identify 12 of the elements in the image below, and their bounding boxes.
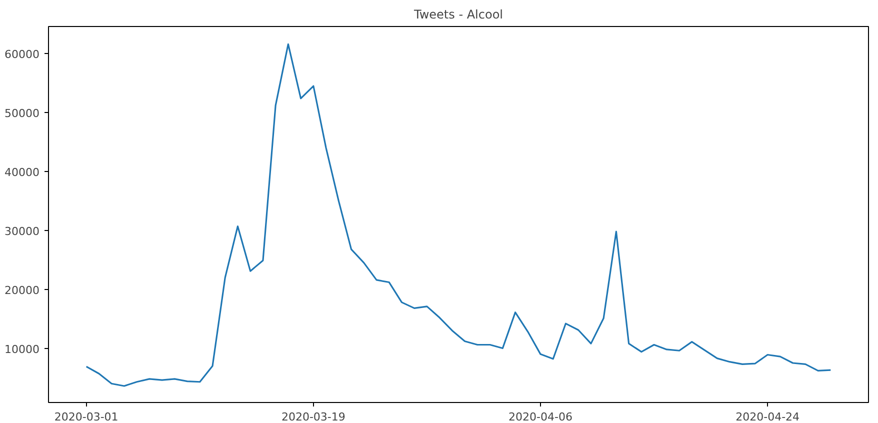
x-tick-label: 2020-04-06 xyxy=(508,410,572,423)
x-tick-label: 2020-03-19 xyxy=(281,410,346,423)
chart-title: Tweets - Alcool xyxy=(413,8,503,22)
y-tick-label: 20000 xyxy=(4,284,40,297)
x-tick-label: 2020-04-24 xyxy=(736,410,800,423)
y-tick-label: 40000 xyxy=(4,166,40,179)
line-series xyxy=(86,43,832,387)
y-tick-label: 10000 xyxy=(4,342,40,356)
y-tick-label: 50000 xyxy=(4,107,40,120)
x-tick-label: 2020-03-01 xyxy=(54,410,118,423)
y-tick-label: 60000 xyxy=(4,48,40,62)
y-tick-label: 30000 xyxy=(4,224,40,238)
